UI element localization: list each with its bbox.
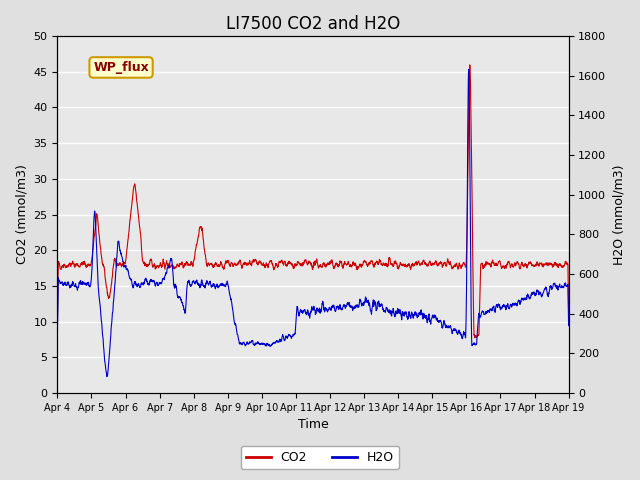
H2O: [54, 332, 61, 337]
Line: H2O: H2O: [58, 70, 568, 376]
H2O: [103, 373, 111, 379]
CO2: [471, 335, 479, 341]
CO2: [104, 296, 112, 301]
Y-axis label: CO2 (mmol/m3): CO2 (mmol/m3): [15, 165, 28, 264]
CO2: [558, 264, 566, 270]
H2O: [496, 304, 504, 310]
Title: LI7500 CO2 and H2O: LI7500 CO2 and H2O: [226, 15, 400, 33]
H2O: [467, 291, 475, 297]
H2O: [105, 360, 113, 366]
H2O: [558, 283, 566, 288]
CO2: [466, 62, 474, 68]
CO2: [467, 96, 474, 101]
CO2: [54, 324, 61, 330]
Y-axis label: H2O (mmol/m3): H2O (mmol/m3): [612, 164, 625, 265]
Text: WP_flux: WP_flux: [93, 61, 149, 74]
H2O: [215, 284, 223, 289]
Line: CO2: CO2: [58, 65, 568, 338]
CO2: [344, 262, 351, 267]
CO2: [496, 258, 504, 264]
CO2: [215, 262, 223, 267]
H2O: [564, 323, 572, 328]
H2O: [344, 300, 351, 305]
H2O: [465, 67, 472, 72]
X-axis label: Time: Time: [298, 419, 328, 432]
CO2: [564, 311, 572, 317]
Legend: CO2, H2O: CO2, H2O: [241, 446, 399, 469]
